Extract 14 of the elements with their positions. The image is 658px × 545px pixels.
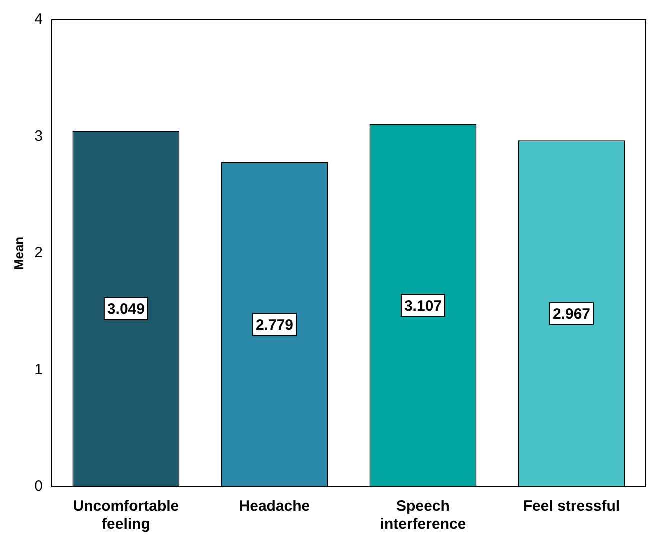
x-tick-label: Uncomfortable feeling	[73, 498, 180, 534]
y-tick-label: 0	[34, 478, 43, 496]
y-tick-label: 2	[34, 244, 43, 262]
y-axis-title: Mean	[11, 236, 26, 270]
y-tick-label: 3	[34, 128, 43, 145]
x-tick-label: Feel stressful	[523, 498, 620, 516]
x-tick-label: Headache	[239, 498, 310, 516]
x-tick-label: Speech interference	[380, 498, 466, 534]
y-tick-label: 1	[34, 361, 43, 378]
data-label: 3.049	[107, 301, 145, 318]
data-label: 2.967	[552, 306, 591, 323]
data-label: 2.779	[256, 316, 294, 334]
y-tick-label: 4	[34, 11, 43, 28]
data-label: 3.107	[404, 298, 442, 315]
